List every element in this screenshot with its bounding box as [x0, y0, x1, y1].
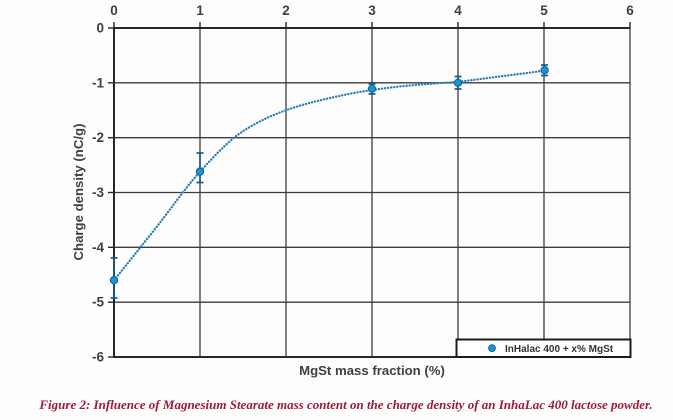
svg-text:InHalac 400 + x% MgSt: InHalac 400 + x% MgSt [505, 344, 614, 355]
svg-text:0: 0 [96, 21, 104, 36]
svg-text:3: 3 [368, 3, 376, 18]
svg-text:0: 0 [110, 3, 118, 18]
svg-text:6: 6 [626, 3, 634, 18]
svg-text:Figure 2: Influence of Magnesi: Figure 2: Influence of Magnesium Stearat… [38, 397, 652, 412]
svg-text:4: 4 [454, 3, 462, 18]
svg-text:-1: -1 [92, 75, 104, 90]
svg-text:-3: -3 [92, 185, 104, 200]
svg-text:-4: -4 [92, 240, 104, 255]
svg-text:Charge density (nC/g): Charge density (nC/g) [71, 123, 86, 260]
svg-text:-2: -2 [92, 130, 104, 145]
svg-text:2: 2 [282, 3, 290, 18]
svg-text:MgSt mass fraction (%): MgSt mass fraction (%) [299, 363, 445, 378]
svg-text:-5: -5 [92, 295, 104, 310]
svg-text:5: 5 [540, 3, 548, 18]
svg-text:-6: -6 [92, 350, 104, 365]
svg-text:1: 1 [196, 3, 204, 18]
